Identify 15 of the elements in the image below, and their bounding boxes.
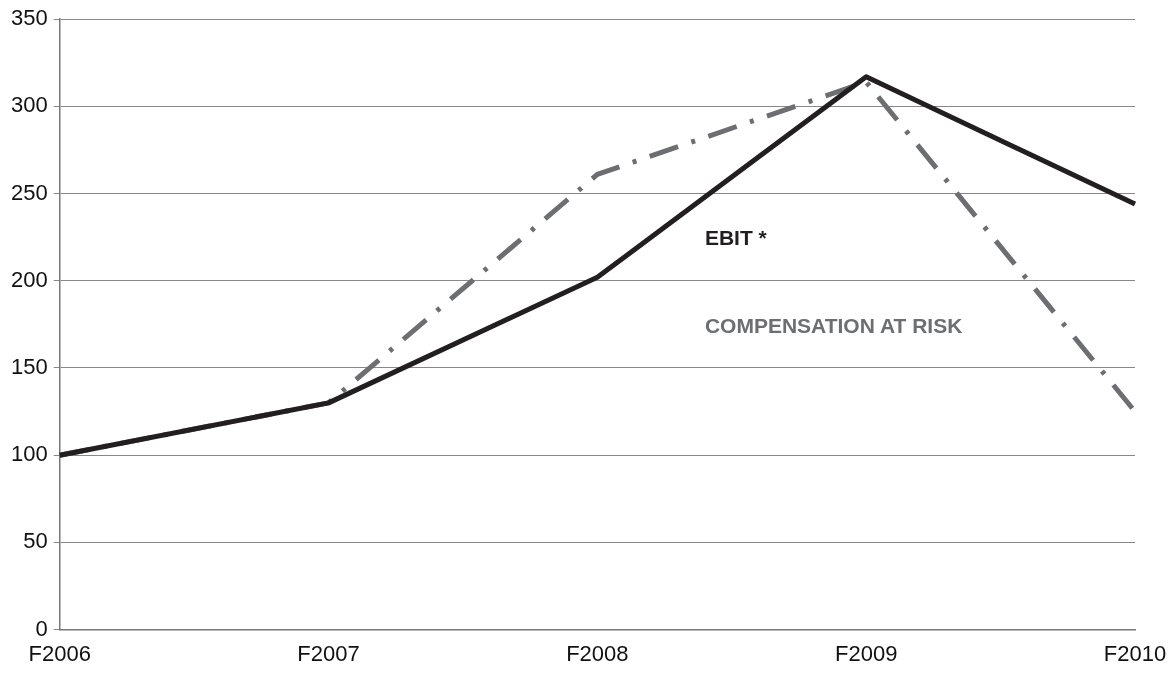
- y-tick-label: 250: [10, 179, 48, 205]
- series-label: EBIT *: [704, 225, 768, 249]
- y-tick-label: 300: [10, 92, 48, 118]
- x-tick-label: F2006: [28, 640, 91, 666]
- x-tick-label: F2009: [834, 640, 898, 666]
- y-tick-label: 50: [23, 528, 48, 554]
- y-tick-label: 100: [10, 441, 48, 467]
- y-tick-label: 200: [10, 266, 48, 292]
- y-tick-label: 350: [10, 5, 48, 31]
- x-tick-label: F2008: [566, 640, 629, 666]
- y-tick-label: 0: [35, 615, 48, 641]
- x-tick-label: F2010: [1103, 640, 1167, 666]
- x-tick-label: F2007: [297, 640, 360, 666]
- y-tick-label: 150: [10, 354, 48, 380]
- text: COMPENSATION AT RISK: [704, 314, 963, 338]
